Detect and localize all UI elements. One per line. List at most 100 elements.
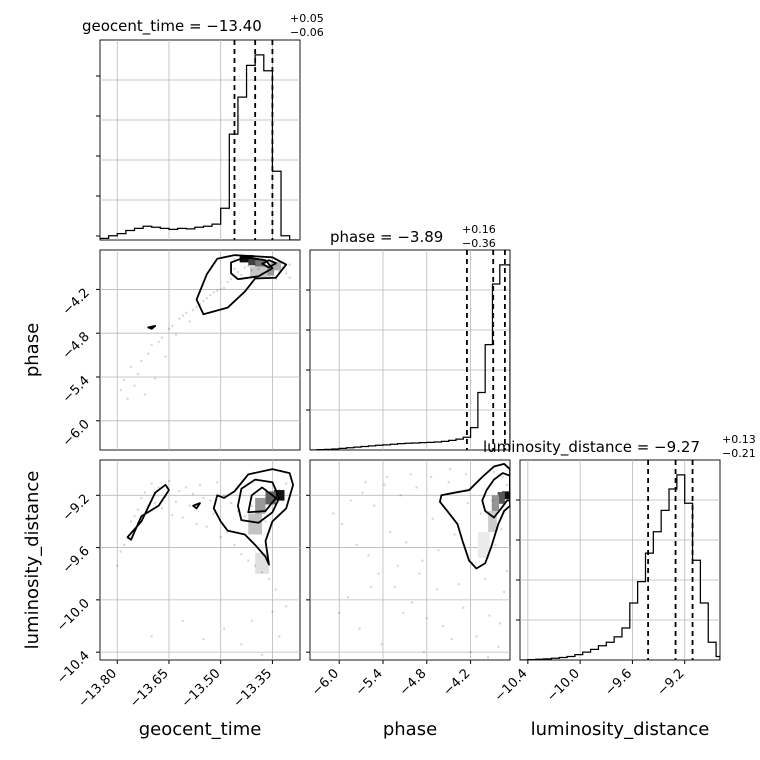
geocent_time-vs-luminosity_distance-point-47 bbox=[278, 488, 281, 492]
phase-vs-luminosity_distance-point-16 bbox=[425, 616, 428, 620]
phase-vs-luminosity_distance-point-8 bbox=[383, 483, 386, 487]
geocent_time-vs-phase-contour-3 bbox=[147, 325, 157, 330]
geocent_time-vs-phase-point-15 bbox=[171, 324, 174, 328]
title-phase: phase = −3.89 bbox=[330, 228, 443, 246]
phase-vs-luminosity_distance-point-48 bbox=[498, 622, 501, 625]
geocent_time-vs-luminosity_distance-point-42 bbox=[260, 571, 264, 574]
title-geocent-time: geocent_time = −13.40 bbox=[82, 17, 262, 36]
geocent_time-vs-luminosity_distance-point-25 bbox=[202, 496, 205, 500]
geocent_time-vs-luminosity_distance-point-13 bbox=[160, 507, 164, 510]
geocent_time-x-tick-label-0: −13.80 bbox=[75, 666, 120, 711]
geocent_time-vs-luminosity_distance-point-23 bbox=[195, 522, 198, 526]
geocent_time-vs-phase-contour-0 bbox=[195, 254, 288, 316]
geocent_time-vs-luminosity_distance-contour-1 bbox=[212, 468, 295, 566]
geocent_time-vs-luminosity_distance-point-51 bbox=[240, 643, 243, 646]
luminosity_distance-x-tick-label-3: −9.2 bbox=[655, 666, 688, 699]
geocent_time-vs-phase-density-cell-1 bbox=[248, 258, 259, 266]
phase-vs-luminosity_distance-point-53 bbox=[429, 475, 433, 479]
phase-vs-luminosity_distance-point-28 bbox=[483, 577, 487, 581]
phase-vs-luminosity_distance-point-14 bbox=[415, 486, 418, 489]
geocent_time-vs-phase-point-16 bbox=[174, 333, 178, 336]
phase-hist-grid bbox=[310, 250, 510, 450]
phase-vs-luminosity_distance-point-43 bbox=[418, 572, 421, 575]
phase-vs-luminosity_distance-point-32 bbox=[497, 645, 500, 649]
phase-vs-luminosity_distance-density-cell-1 bbox=[497, 492, 505, 504]
geocent_time-vs-luminosity_distance-point-22 bbox=[191, 492, 195, 496]
phase-vs-luminosity_distance-point-1 bbox=[340, 522, 344, 526]
phase-vs-luminosity_distance-density-cell-3 bbox=[488, 510, 497, 532]
phase-histogram bbox=[310, 264, 510, 450]
geocent_time-vs-luminosity_distance-point-12 bbox=[157, 486, 160, 489]
phase-vs-luminosity_distance-contour-0 bbox=[439, 463, 510, 570]
geocent_time-vs-phase-point-12 bbox=[160, 336, 164, 339]
phase-vs-luminosity_distance-point-44 bbox=[435, 588, 439, 591]
luminosity_distance-y-tick-label-3: −9.2 bbox=[60, 492, 93, 525]
phase-vs-luminosity_distance-point-37 bbox=[380, 643, 383, 646]
phase-vs-luminosity_distance-point-57 bbox=[492, 470, 496, 473]
geocent_time-vs-luminosity_distance-density-cell-1 bbox=[265, 491, 276, 505]
phase-vs-luminosity_distance-point-9 bbox=[389, 530, 392, 534]
axis-labels: geocent_time phase luminosity_distance p… bbox=[22, 323, 709, 740]
phase-vs-luminosity_distance-point-52 bbox=[409, 473, 412, 476]
geocent_time-vs-phase-point-2 bbox=[126, 397, 129, 401]
phase-vs-luminosity_distance-grid bbox=[310, 460, 510, 660]
phase-vs-luminosity_distance-point-36 bbox=[358, 627, 361, 630]
geocent_time-vs-luminosity_distance-point-19 bbox=[181, 516, 184, 519]
geocent_time-vs-luminosity_distance-point-48 bbox=[281, 499, 284, 502]
phase-vs-luminosity_distance-point-19 bbox=[441, 624, 445, 628]
geocent_time-vs-phase-point-43 bbox=[267, 275, 271, 278]
geocent_time-vs-phase-point-13 bbox=[164, 355, 167, 358]
geocent_time-vs-phase-point-9 bbox=[150, 343, 153, 347]
phase-vs-luminosity_distance-density bbox=[477, 491, 510, 559]
luminosity_distance-x-tick-label-1: −10.0 bbox=[544, 666, 583, 705]
panel-frame-phase-distance bbox=[309, 459, 511, 661]
phase-vs-luminosity_distance-point-30 bbox=[491, 499, 494, 502]
luminosity_distance-y-tick-label-2: −9.6 bbox=[60, 544, 93, 577]
geocent_time-vs-luminosity_distance-point-57 bbox=[181, 619, 184, 622]
phase-vs-luminosity_distance-point-13 bbox=[410, 601, 414, 604]
geocent_time-vs-luminosity_distance-point-30 bbox=[219, 535, 222, 539]
geocent_time-vs-luminosity_distance-point-27 bbox=[209, 499, 212, 502]
x-axis-label-phase: phase bbox=[383, 719, 437, 740]
geocent_time-vs-luminosity_distance-contour-4 bbox=[192, 502, 201, 510]
geocent_time-histogram bbox=[100, 54, 299, 240]
geocent_time-vs-phase-point-28 bbox=[216, 289, 219, 293]
phase-vs-luminosity_distance-point-31 bbox=[494, 543, 497, 547]
geocent_time-vs-luminosity_distance-contours bbox=[126, 468, 295, 566]
geocent_time-vs-luminosity_distance-point-37 bbox=[243, 515, 247, 518]
geocent_time-vs-luminosity_distance-point-1 bbox=[119, 550, 122, 553]
geocent_time-vs-phase-point-35 bbox=[240, 273, 243, 277]
phase-vs-luminosity_distance-point-51 bbox=[386, 475, 389, 479]
titles: geocent_time = −13.40 +0.05 −0.06 phase … bbox=[82, 12, 756, 460]
phase-vs-luminosity_distance-point-27 bbox=[479, 512, 483, 515]
geocent_time-vs-luminosity_distance-contour-2 bbox=[237, 478, 281, 524]
geocent_time-vs-phase-point-19 bbox=[185, 311, 188, 314]
geocent_time-vs-luminosity_distance-point-28 bbox=[212, 512, 215, 515]
phase-vs-luminosity_distance-point-6 bbox=[373, 504, 376, 507]
title-luminosity-distance-sup: +0.13 bbox=[722, 433, 756, 446]
geocent_time-vs-luminosity_distance-point-38 bbox=[247, 559, 250, 562]
geocent_time-vs-phase-point-51 bbox=[233, 257, 236, 260]
geocent_time-vs-luminosity_distance-point-24 bbox=[198, 483, 202, 487]
geocent_time-vs-luminosity_distance-point-7 bbox=[140, 496, 143, 500]
x-axis-label-geocent-time: geocent_time bbox=[139, 719, 262, 740]
geocent_time-vs-phase-grid bbox=[100, 250, 300, 450]
phase-vs-luminosity_distance-contour-1 bbox=[481, 472, 510, 519]
geocent_time-vs-luminosity_distance-density-cell-2 bbox=[255, 497, 266, 514]
panel-frame-geocent-distance bbox=[99, 459, 301, 661]
phase-vs-luminosity_distance-point-41 bbox=[370, 585, 373, 588]
geocent_time-vs-phase-point-26 bbox=[209, 294, 212, 297]
phase-vs-luminosity_distance-point-2 bbox=[349, 499, 353, 502]
geocent_time-vs-phase-point-40 bbox=[257, 267, 260, 271]
geocent_time-vs-luminosity_distance-point-31 bbox=[222, 494, 226, 497]
geocent_time-vs-luminosity_distance-point-53 bbox=[260, 653, 264, 656]
phase-y-tick-label-3: −4.2 bbox=[60, 286, 93, 319]
geocent_time-vs-luminosity_distance-contour-0 bbox=[126, 483, 170, 541]
phase-vs-luminosity_distance-point-59 bbox=[505, 483, 509, 487]
geocent_time-vs-luminosity_distance-point-21 bbox=[188, 504, 191, 507]
phase-vs-luminosity_distance-point-46 bbox=[469, 650, 472, 654]
luminosity_distance-hist-grid bbox=[520, 460, 720, 660]
geocent_time-vs-phase-point-5 bbox=[136, 372, 140, 376]
geocent_time-vs-phase-point-24 bbox=[202, 299, 205, 303]
phase-vs-luminosity_distance-scatter bbox=[332, 467, 509, 659]
